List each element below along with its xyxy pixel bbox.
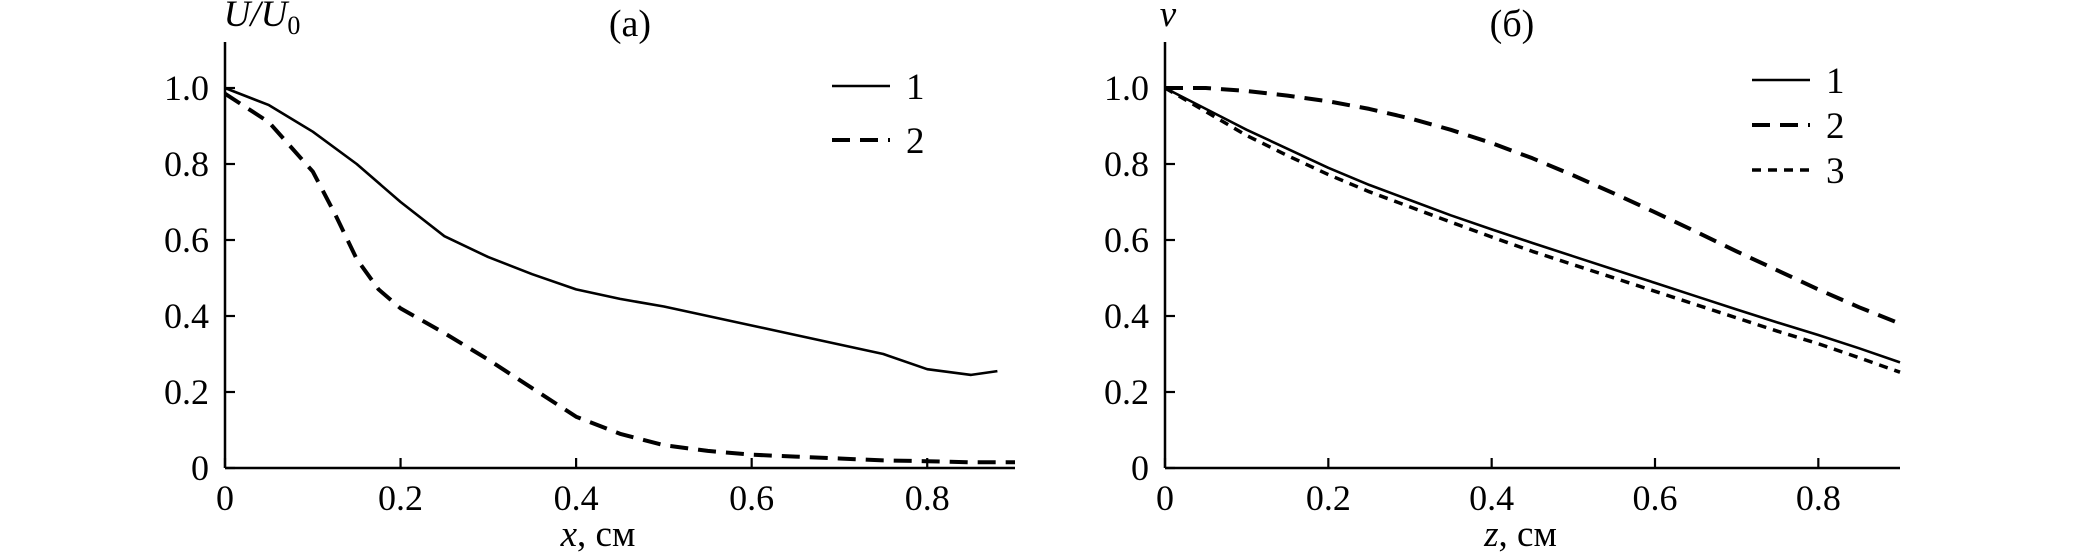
panel-label: (б) bbox=[1490, 3, 1535, 45]
y-tick-label: 0.6 bbox=[164, 220, 209, 260]
legend-label-1: 1 bbox=[1826, 61, 1845, 102]
x-tick-label: 0.2 bbox=[1306, 478, 1351, 518]
x-tick-label: 0.6 bbox=[1633, 478, 1678, 518]
y-tick-label: 0.4 bbox=[164, 296, 209, 336]
series-curve-1 bbox=[224, 86, 998, 377]
panel-label: (а) bbox=[609, 3, 651, 45]
chart-panel-b: 0 0.2 0.4 0.6 0.8 0 0.2 0.4 0.6 0.8 1.0 (б) v z, см 12… bbox=[1104, 0, 1901, 555]
y-tick-label: 0.2 bbox=[1104, 372, 1149, 412]
x-tick-label: 0 bbox=[1156, 478, 1174, 518]
y-tick-label: 0.4 bbox=[1104, 296, 1149, 336]
y-axis-label: v bbox=[1160, 0, 1177, 35]
legend-label-2: 2 bbox=[906, 121, 925, 162]
y-tick-label: 0.8 bbox=[1104, 144, 1149, 184]
y-tick-label: 0 bbox=[191, 448, 209, 488]
series-curve-2 bbox=[223, 92, 1015, 465]
x-axis-label: x, см bbox=[560, 514, 636, 555]
legend-label-3: 3 bbox=[1826, 151, 1845, 192]
series-curve-3 bbox=[1164, 86, 1901, 374]
x-tick-label: 0.4 bbox=[554, 478, 599, 518]
x-tick-label: 0.6 bbox=[729, 478, 774, 518]
x-tick-label: 0.2 bbox=[378, 478, 423, 518]
legend-label-1: 1 bbox=[906, 67, 925, 108]
y-tick-label: 0.6 bbox=[1104, 220, 1149, 260]
y-tick-label: 0.2 bbox=[164, 372, 209, 412]
series-curve-2 bbox=[1165, 86, 1901, 326]
series-curve-1 bbox=[1164, 86, 1901, 364]
chart-panel-a: 0 0.2 0.4 0.6 0.8 0 0.2 0.4 0.6 0.8 1.0 (а) U/U0 x, с… bbox=[164, 0, 1015, 555]
x-tick-label: 0 bbox=[216, 478, 234, 518]
y-tick-label: 1.0 bbox=[1104, 68, 1149, 108]
x-tick-label: 0.4 bbox=[1469, 478, 1514, 518]
y-tick-label: 1.0 bbox=[164, 68, 209, 108]
x-axis-label: z, см bbox=[1483, 514, 1557, 555]
y-tick-label: 0.8 bbox=[164, 144, 209, 184]
y-axis-label: U/U0 bbox=[224, 0, 301, 40]
x-tick-label: 0.8 bbox=[905, 478, 950, 518]
legend-label-2: 2 bbox=[1826, 106, 1845, 147]
x-tick-label: 0.8 bbox=[1796, 478, 1841, 518]
y-tick-label: 0 bbox=[1131, 448, 1149, 488]
